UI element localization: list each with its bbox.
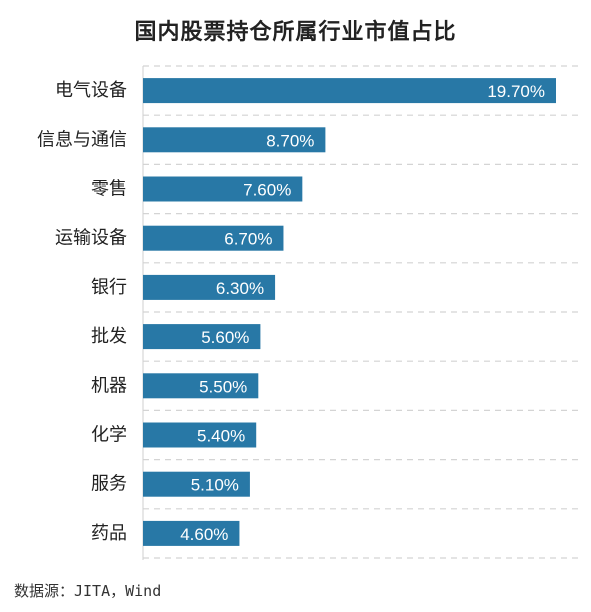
data-label: 5.40%	[197, 427, 245, 446]
source-note: 数据源：JITA，Wind	[14, 582, 162, 600]
bars	[143, 78, 556, 546]
bar	[143, 422, 257, 448]
bar	[143, 225, 284, 251]
bar	[143, 324, 261, 350]
data-label: 19.70%	[487, 82, 545, 101]
category-label: 运输设备	[55, 228, 127, 249]
data-labels: 19.70% 8.70% 7.60% 6.70% 6.30% 5.60% 5.50% 5.40…	[180, 82, 545, 544]
category-label: 银行	[91, 277, 127, 298]
data-label: 7.60%	[243, 181, 291, 200]
data-label: 8.70%	[266, 131, 314, 150]
data-label: 4.60%	[180, 525, 228, 544]
data-label: 6.30%	[216, 279, 264, 298]
category-label: 服务	[91, 474, 127, 495]
bar	[143, 176, 303, 202]
bar	[143, 274, 276, 300]
data-label: 6.70%	[224, 230, 272, 249]
data-label: 5.50%	[199, 377, 247, 396]
bar	[143, 78, 556, 104]
data-label: 5.10%	[191, 476, 239, 495]
category-label: 电气设备	[55, 80, 127, 101]
data-label: 5.60%	[201, 328, 249, 347]
grid-lines	[143, 65, 580, 559]
bar	[143, 471, 250, 497]
category-label: 机器	[91, 375, 127, 396]
bar	[143, 127, 326, 153]
chart-title: 国内股票持仓所属行业市值占比	[134, 19, 457, 45]
category-label: 药品	[91, 523, 127, 544]
bar	[143, 373, 259, 399]
bar	[143, 520, 240, 546]
category-label: 批发	[91, 326, 127, 347]
category-label: 化学	[91, 425, 127, 446]
category-label: 信息与通信	[37, 129, 127, 150]
category-label: 零售	[91, 179, 127, 200]
